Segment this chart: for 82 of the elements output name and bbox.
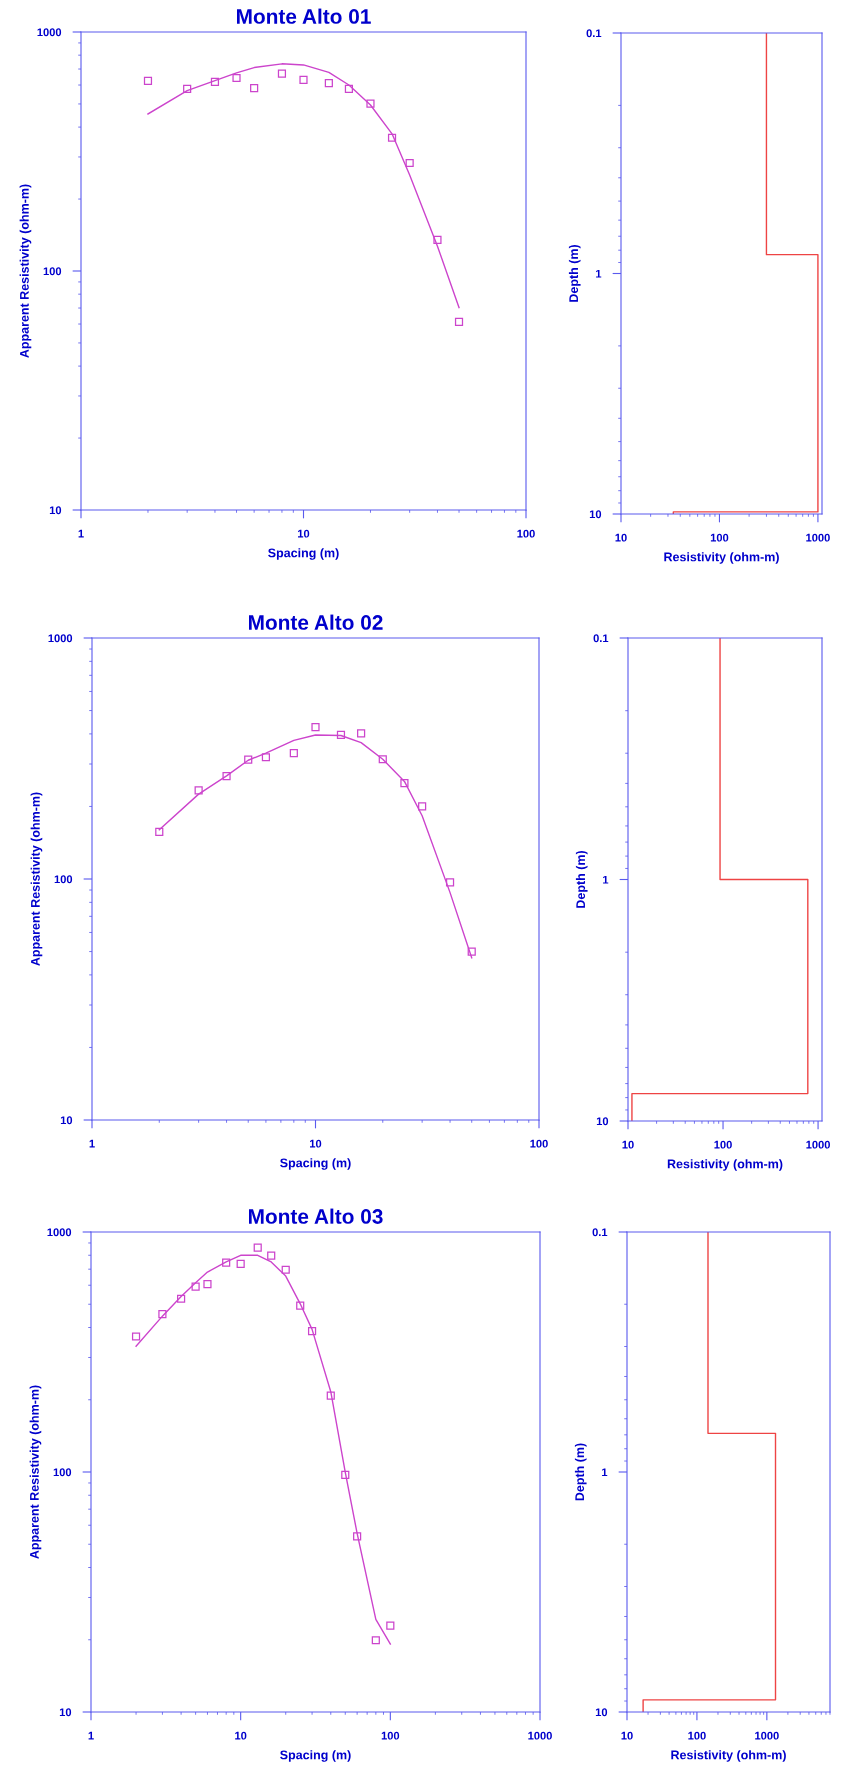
y-tick-label: 10 <box>596 1117 609 1126</box>
y-tick-label: 1 <box>596 269 602 278</box>
y-tick-label: 10 <box>60 1116 73 1125</box>
x-axis-title: Resistivity (ohm-m) <box>667 1159 783 1171</box>
x-tick-label: 100 <box>381 1731 400 1740</box>
x-tick-label: 1 <box>78 529 84 538</box>
x-tick-label: 1000 <box>806 1140 830 1149</box>
point <box>244 755 253 764</box>
x-tick-label: 1000 <box>755 1731 779 1740</box>
point <box>400 778 409 788</box>
point <box>344 84 354 93</box>
x-axis-title: Spacing (m) <box>280 1158 351 1170</box>
x-tick-label: 1000 <box>528 1731 552 1740</box>
y-tick-label: 100 <box>54 875 73 884</box>
y-axis-title: Depth (m) <box>575 850 588 908</box>
x-tick-label: 10 <box>235 1731 247 1740</box>
x-axis-title: Spacing (m) <box>268 548 339 560</box>
point <box>311 722 320 732</box>
y-tick-label: 1 <box>603 875 609 884</box>
point <box>236 1259 245 1268</box>
x-axis-title: Resistivity (ohm-m) <box>664 552 779 564</box>
point <box>454 317 464 327</box>
x-tick-label: 1000 <box>806 533 830 542</box>
y-axis-title: Apparent Resistivity (ohm-m) <box>30 792 43 966</box>
chart-title: Monte Alto 03 <box>249 1208 383 1224</box>
point <box>267 1251 276 1260</box>
point <box>232 73 241 83</box>
y-axis-title: Depth (m) <box>574 1443 587 1501</box>
y-tick-label: 100 <box>43 267 62 276</box>
x-tick-label: 100 <box>530 1139 548 1148</box>
x-tick-label: 100 <box>714 1140 732 1149</box>
y-tick-label: 1000 <box>47 1228 72 1237</box>
y-tick-label: 0.1 <box>593 634 609 643</box>
x-tick-label: 100 <box>710 533 729 542</box>
y-tick-label: 1000 <box>48 634 73 643</box>
point <box>341 1470 350 1480</box>
point <box>299 75 308 84</box>
point <box>289 748 298 758</box>
point <box>177 1294 186 1303</box>
point <box>296 1301 305 1310</box>
x-tick-label: 100 <box>688 1731 706 1740</box>
point <box>281 1265 290 1274</box>
y-tick-label: 10 <box>49 506 62 515</box>
x-tick-label: 1 <box>88 1731 94 1740</box>
point <box>191 1282 200 1291</box>
x-tick-label: 100 <box>517 529 535 538</box>
point <box>467 947 476 956</box>
y-axis-title: Apparent Resistivity (ohm-m) <box>19 184 32 358</box>
point <box>366 99 375 108</box>
chart-title: Monte Alto 01 <box>237 8 371 24</box>
y-tick-label: 10 <box>589 510 602 519</box>
point <box>326 1391 335 1400</box>
point <box>445 878 455 887</box>
point <box>222 772 231 781</box>
point <box>387 133 397 142</box>
x-tick-label: 10 <box>615 533 627 542</box>
point <box>253 1243 262 1252</box>
y-tick-label: 10 <box>59 1708 72 1717</box>
x-tick-label: 10 <box>310 1139 322 1148</box>
y-tick-label: 1000 <box>37 28 62 37</box>
point <box>357 729 366 738</box>
y-tick-label: 100 <box>53 1468 72 1477</box>
y-tick-label: 10 <box>595 1708 608 1717</box>
point <box>277 69 287 78</box>
y-tick-label: 1 <box>602 1468 608 1477</box>
point <box>222 1258 231 1267</box>
x-tick-label: 10 <box>298 529 310 538</box>
point <box>371 1636 380 1645</box>
y-axis-title: Depth (m) <box>568 244 581 302</box>
x-axis-title: Resistivity (ohm-m) <box>671 1750 786 1762</box>
x-tick-label: 1 <box>89 1139 95 1148</box>
point <box>433 235 442 244</box>
y-tick-label: 0.1 <box>592 1228 608 1237</box>
chart-title: Monte Alto 02 <box>249 614 383 630</box>
x-tick-label: 10 <box>622 1140 634 1149</box>
y-axis-title: Apparent Resistivity (ohm-m) <box>29 1385 42 1559</box>
point <box>210 77 220 86</box>
point <box>386 1621 395 1630</box>
x-tick-label: 10 <box>621 1731 633 1740</box>
y-tick-label: 0.1 <box>586 29 602 38</box>
point <box>378 755 387 764</box>
x-axis-title: Spacing (m) <box>280 1750 351 1762</box>
